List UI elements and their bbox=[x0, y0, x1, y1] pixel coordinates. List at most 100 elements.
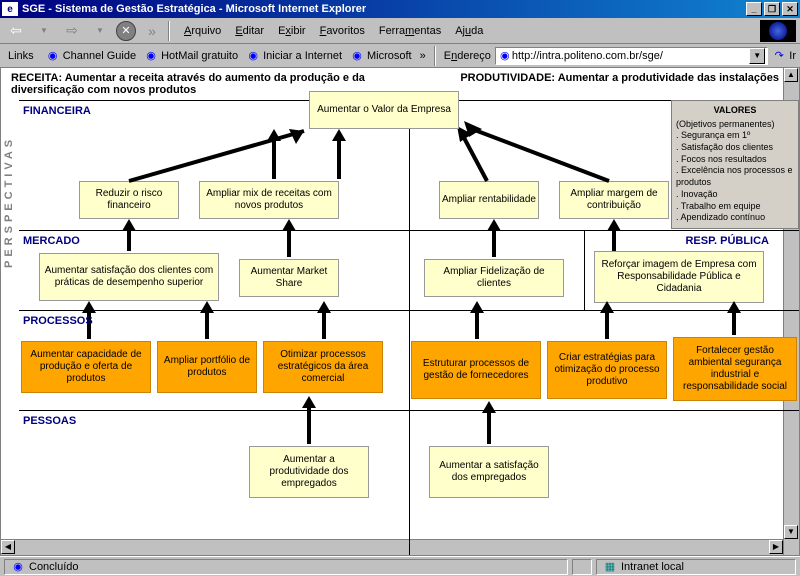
strategy-map: RECEITA: Aumentar a receita através do a… bbox=[1, 68, 799, 555]
valores-item: . Apendizado contínuo bbox=[676, 212, 794, 224]
back-dropdown[interactable]: ▼ bbox=[32, 20, 56, 42]
arrow bbox=[279, 219, 299, 259]
label-processos: PROCESSOS bbox=[23, 315, 93, 327]
menu-bar: Arquivo Editar Exibir Favoritos Ferramen… bbox=[184, 25, 483, 37]
box-portfolio[interactable]: Ampliar portfólio de produtos bbox=[157, 341, 257, 393]
arrow bbox=[464, 121, 614, 186]
box-criar-estrat[interactable]: Criar estratégias para otimização do pro… bbox=[547, 341, 667, 399]
arrow bbox=[329, 129, 349, 181]
valores-title: VALORES bbox=[676, 105, 794, 117]
links-more[interactable]: » bbox=[420, 50, 426, 62]
minimize-button[interactable]: _ bbox=[746, 2, 762, 16]
zone-text: Intranet local bbox=[621, 561, 684, 573]
box-ampliar-mix[interactable]: Ampliar mix de receitas com novos produt… bbox=[199, 181, 339, 219]
menu-editar[interactable]: Editar bbox=[235, 25, 264, 37]
valores-item: . Trabalho em equipe bbox=[676, 201, 794, 213]
menu-exibir[interactable]: Exibir bbox=[278, 25, 306, 37]
valores-item: . Inovação bbox=[676, 189, 794, 201]
valores-item: . Focos nos resultados bbox=[676, 154, 794, 166]
intranet-icon: ▦ bbox=[603, 560, 617, 574]
done-icon: ◉ bbox=[11, 560, 25, 574]
arrow bbox=[484, 219, 504, 259]
arrow bbox=[604, 219, 624, 253]
link-microsoft[interactable]: ◉Microsoft bbox=[350, 49, 412, 63]
status-panel-zone: ▦ Intranet local bbox=[596, 559, 796, 575]
content-area: ▲ ▼ ◀ ▶ RECEITA: Aumentar a receita atra… bbox=[0, 68, 800, 556]
go-button[interactable]: ↷Ir bbox=[772, 49, 796, 63]
valores-item: . Segurança em 1º bbox=[676, 130, 794, 142]
forward-button[interactable]: ⇨ bbox=[60, 20, 84, 42]
status-text: Concluído bbox=[29, 561, 79, 573]
box-otimizar[interactable]: Otimizar processos estratégicos da área … bbox=[263, 341, 383, 393]
link-hotmail[interactable]: ◉HotMail gratuito bbox=[144, 49, 238, 63]
address-input[interactable]: ◉ http://intra.politeno.com.br/sge/ ▼ bbox=[495, 47, 768, 65]
box-aumentar-satisf[interactable]: Aumentar satisfação dos clientes com prá… bbox=[39, 253, 219, 301]
stop-button[interactable]: ✕ bbox=[116, 21, 136, 41]
ie-logo bbox=[760, 20, 796, 42]
row-mercado: MERCADO RESP. PÚBLICA Aumentar satisfaçã… bbox=[19, 230, 799, 310]
arrow bbox=[597, 301, 617, 341]
box-capacidade[interactable]: Aumentar capacidade de produção e oferta… bbox=[21, 341, 151, 393]
arrow bbox=[724, 301, 744, 337]
address-bar: Endereço ◉ http://intra.politeno.com.br/… bbox=[444, 47, 796, 65]
more-button[interactable]: » bbox=[140, 20, 164, 42]
valores-item: . Satisfação dos clientes bbox=[676, 142, 794, 154]
arrow bbox=[299, 396, 319, 446]
status-panel-empty bbox=[572, 559, 592, 575]
vertical-divider-2 bbox=[584, 231, 585, 311]
close-button[interactable]: ✕ bbox=[782, 2, 798, 16]
box-satisfacao-emp[interactable]: Aumentar a satisfação dos empregados bbox=[429, 446, 549, 498]
label-financeira: FINANCEIRA bbox=[23, 105, 91, 117]
menu-ajuda[interactable]: Ajuda bbox=[455, 25, 483, 37]
menu-arquivo[interactable]: Arquivo bbox=[184, 25, 221, 37]
back-button[interactable]: ⇦ bbox=[4, 20, 28, 42]
link-channel[interactable]: ◉Channel Guide bbox=[46, 49, 136, 63]
link-iniciar[interactable]: ◉Iniciar a Internet bbox=[246, 49, 342, 63]
page-icon: ◉ bbox=[144, 49, 158, 63]
menu-ferramentas[interactable]: Ferramentas bbox=[379, 25, 441, 37]
box-reforcar-imagem[interactable]: Reforçar imagem de Empresa com Responsab… bbox=[594, 251, 764, 303]
arrow bbox=[264, 129, 284, 181]
restore-button[interactable]: ❐ bbox=[764, 2, 780, 16]
url-text: http://intra.politeno.com.br/sge/ bbox=[512, 50, 749, 62]
window-title: SGE - Sistema de Gestão Estratégica - Mi… bbox=[22, 3, 746, 15]
box-estruturar[interactable]: Estruturar processos de gestão de fornec… bbox=[411, 341, 541, 399]
forward-dropdown[interactable]: ▼ bbox=[88, 20, 112, 42]
box-valor-empresa[interactable]: Aumentar o Valor da Empresa bbox=[309, 91, 459, 129]
row-pessoas: PESSOAS Aumentar a produtividade dos emp… bbox=[19, 410, 799, 520]
arrow bbox=[479, 401, 499, 446]
arrow bbox=[467, 301, 487, 341]
row-processos: PROCESSOS Aumentar capacidade de produçã… bbox=[19, 310, 799, 410]
label-mercado: MERCADO bbox=[23, 235, 80, 247]
label-resp-publica: RESP. PÚBLICA bbox=[685, 235, 769, 247]
arrow bbox=[314, 301, 334, 341]
address-dropdown[interactable]: ▼ bbox=[749, 48, 765, 64]
arrow bbox=[119, 219, 139, 253]
status-bar: ◉ Concluído ▦ Intranet local bbox=[0, 556, 800, 576]
perspectives-label: PERSPECTIVAS bbox=[3, 136, 15, 268]
page-icon: ◉ bbox=[46, 49, 60, 63]
valores-box: VALORES (Objetivos permanentes) . Segura… bbox=[671, 100, 799, 229]
arrow bbox=[124, 126, 324, 186]
links-bar: Links ◉Channel Guide ◉HotMail gratuito ◉… bbox=[0, 44, 800, 68]
links-label: Links bbox=[4, 50, 38, 62]
arrow bbox=[197, 301, 217, 341]
page-icon: ◉ bbox=[498, 49, 512, 63]
box-fortalecer[interactable]: Fortalecer gestão ambiental segurança in… bbox=[673, 337, 797, 401]
address-label: Endereço bbox=[444, 50, 491, 62]
menu-favoritos[interactable]: Favoritos bbox=[320, 25, 365, 37]
valores-sub: (Objetivos permanentes) bbox=[676, 119, 794, 131]
box-fidelizacao[interactable]: Ampliar Fidelização de clientes bbox=[424, 259, 564, 297]
status-panel-main: ◉ Concluído bbox=[4, 559, 568, 575]
box-market-share[interactable]: Aumentar Market Share bbox=[239, 259, 339, 297]
box-reduzir-risco[interactable]: Reduzir o risco financeiro bbox=[79, 181, 179, 219]
label-pessoas: PESSOAS bbox=[23, 415, 76, 427]
page-icon: ◉ bbox=[246, 49, 260, 63]
window-buttons: _ ❐ ✕ bbox=[746, 2, 798, 16]
box-ampliar-margem[interactable]: Ampliar margem de contribuição bbox=[559, 181, 669, 219]
separator bbox=[434, 46, 436, 66]
box-produtividade-emp[interactable]: Aumentar a produtividade dos empregados bbox=[249, 446, 369, 498]
box-ampliar-rent[interactable]: Ampliar rentabilidade bbox=[439, 181, 539, 219]
window-titlebar: e SGE - Sistema de Gestão Estratégica - … bbox=[0, 0, 800, 18]
go-icon: ↷ bbox=[772, 49, 786, 63]
